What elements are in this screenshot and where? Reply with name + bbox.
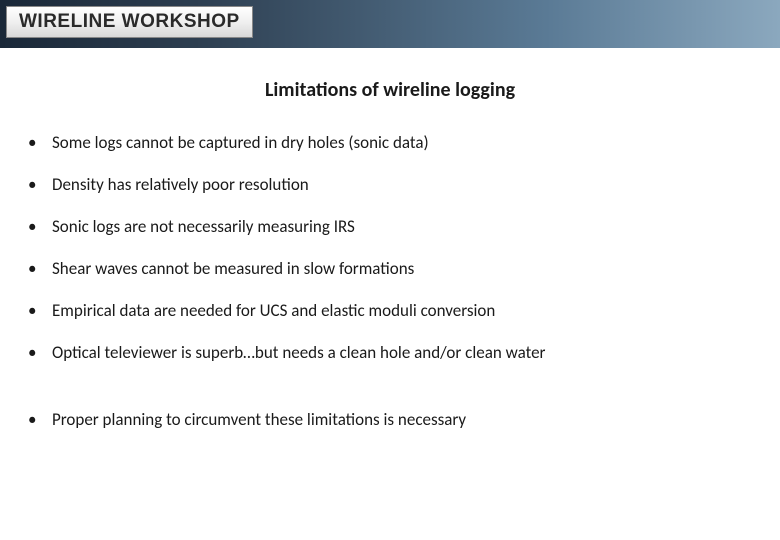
list-item: Empirical data are needed for UCS and el…	[28, 300, 760, 322]
bullet-list: Some logs cannot be captured in dry hole…	[0, 132, 780, 431]
list-item: Shear waves cannot be measured in slow f…	[28, 258, 760, 280]
list-item: Some logs cannot be captured in dry hole…	[28, 132, 760, 154]
list-item: Optical televiewer is superb…but needs a…	[28, 342, 760, 364]
list-item: Sonic logs are not necessarily measuring…	[28, 216, 760, 238]
header-bar: WIRELINE WORKSHOP	[0, 0, 780, 48]
slide-title: Limitations of wireline logging	[0, 78, 780, 102]
header-badge: WIRELINE WORKSHOP	[6, 6, 253, 38]
list-item: Density has relatively poor resolution	[28, 174, 760, 196]
list-item-final: Proper planning to circumvent these limi…	[28, 409, 760, 431]
header-badge-text: WIRELINE WORKSHOP	[19, 11, 240, 32]
